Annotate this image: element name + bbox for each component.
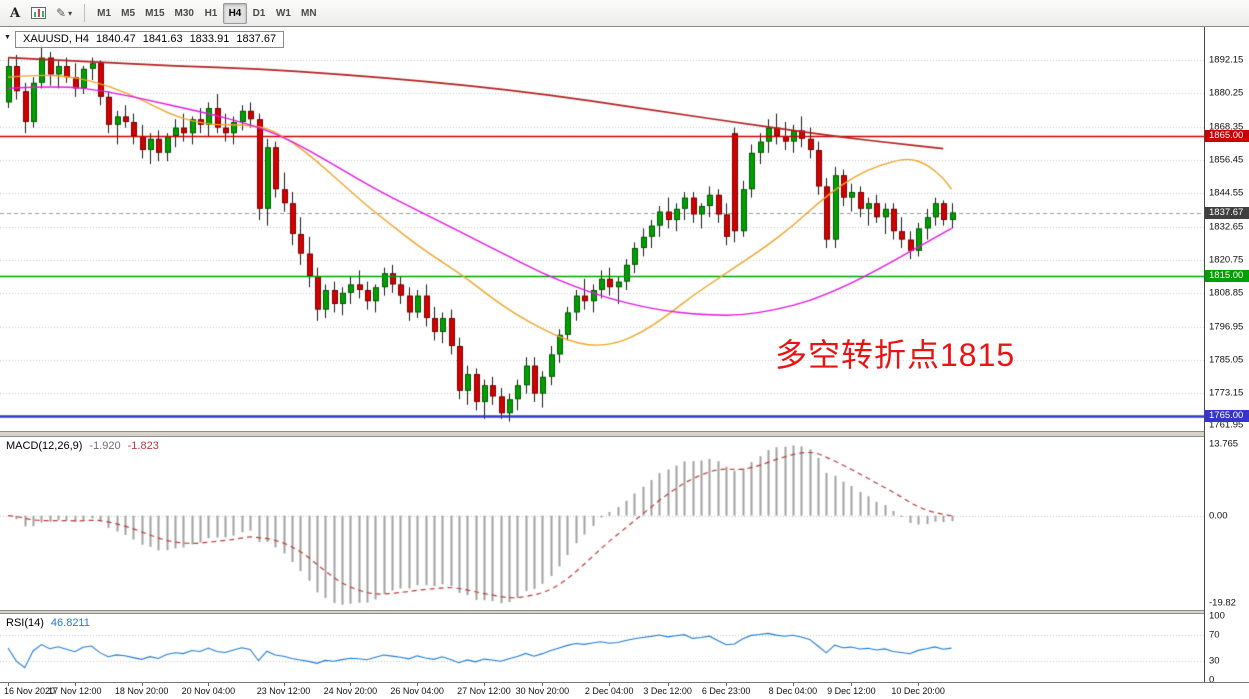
- timeframe-button-m1[interactable]: M1: [97, 7, 112, 19]
- close-value: 1837.67: [236, 33, 277, 45]
- time-tick-mark: [609, 683, 610, 686]
- time-axis-label: 20 Nov 04:00: [181, 686, 236, 696]
- pencil-icon: ✎: [56, 6, 67, 20]
- macd-panel: MACD(12,26,9) -1.920 -1.823: [0, 437, 1204, 610]
- price-axis-label: 1808.85: [1209, 287, 1244, 299]
- timeframe-button-d1[interactable]: D1: [252, 7, 266, 19]
- timeframe-button-h4[interactable]: H4: [222, 2, 247, 24]
- timeframe-button-mn[interactable]: MN: [300, 7, 317, 19]
- time-tick-mark: [668, 683, 669, 686]
- collapse-panel-icon[interactable]: ▼: [4, 34, 11, 41]
- time-axis-label: 17 Nov 12:00: [48, 686, 102, 696]
- macd-canvas[interactable]: [0, 437, 1204, 610]
- time-axis-label: 8 Dec 04:00: [768, 686, 818, 696]
- panel-splitter-rsi[interactable]: [0, 610, 1249, 614]
- time-axis-label: 3 Dec 12:00: [643, 686, 692, 696]
- chart-window-icon: [31, 7, 46, 19]
- price-badge-1865.00: 1865.00: [1205, 130, 1249, 143]
- time-tick-mark: [417, 683, 418, 686]
- rsi-axis-label: 30: [1209, 655, 1220, 667]
- price-axis-label: 1820.75: [1209, 254, 1244, 266]
- time-tick-mark: [350, 683, 351, 686]
- price-axis-label: 1796.95: [1209, 321, 1244, 333]
- top-toolbar: A ✎ ▾ M1 M5 M15 M30 H1 H4 D1 W1 MN: [0, 0, 1249, 27]
- time-axis-label: 26 Nov 04:00: [390, 686, 444, 696]
- timeframe-button-m5[interactable]: M5: [121, 7, 136, 19]
- rsi-panel: RSI(14) 46.8211: [0, 614, 1204, 682]
- time-axis[interactable]: 16 Nov 2020 17 Nov 12:00 18 Nov 20:00 20 No…: [0, 682, 1249, 699]
- price-axis-label: 1856.45: [1209, 154, 1244, 166]
- toolbar-separator: [84, 4, 86, 22]
- current-price-badge: 1837.67: [1205, 206, 1249, 219]
- timeframe-button-h1[interactable]: H1: [204, 7, 218, 19]
- price-axis-label: 1773.15: [1209, 387, 1244, 399]
- ohlc-info-box: XAUUSD, H4 1840.47 1841.63 1833.91 1837.…: [15, 31, 285, 48]
- time-tick-mark: [8, 683, 9, 686]
- macd-main-value: -1.920: [89, 440, 121, 452]
- time-tick-mark: [851, 683, 852, 686]
- macd-signal-value: -1.823: [127, 440, 159, 452]
- dropdown-caret-icon: ▾: [68, 8, 73, 18]
- rsi-label-row: RSI(14) 46.8211: [6, 617, 90, 629]
- macd-title: MACD(12,26,9): [6, 440, 83, 452]
- time-tick-mark: [542, 683, 543, 686]
- time-axis-label: 9 Dec 12:00: [827, 686, 876, 696]
- macd-label-row: MACD(12,26,9) -1.920 -1.823: [6, 440, 159, 452]
- draw-tools-dropdown[interactable]: ✎ ▾: [51, 3, 77, 24]
- rsi-canvas[interactable]: [0, 614, 1204, 682]
- price-axis-label: 1785.05: [1209, 354, 1244, 366]
- time-tick-mark: [142, 683, 143, 686]
- macd-axis-zero: 0.00: [1209, 510, 1228, 522]
- rsi-axis-label: 70: [1209, 629, 1220, 641]
- rsi-title: RSI(14): [6, 617, 44, 629]
- macd-axis-min: -19.82: [1209, 597, 1236, 609]
- high-value: 1841.63: [142, 33, 183, 45]
- time-axis-label: 2 Dec 04:00: [584, 686, 634, 696]
- main-chart-canvas[interactable]: [0, 27, 1204, 431]
- time-axis-label: 24 Nov 20:00: [323, 686, 378, 696]
- price-axis-label: 1832.65: [1209, 221, 1244, 233]
- timeframe-button-m30[interactable]: M30: [174, 7, 194, 19]
- price-axis-label: 1880.25: [1209, 87, 1244, 99]
- price-axis-label: 1868.35: [1209, 121, 1244, 133]
- time-axis-label: 6 Dec 23:00: [701, 686, 751, 696]
- symbol-timeframe-label: XAUUSD, H4: [23, 33, 90, 45]
- price-axis-label: 1844.55: [1209, 187, 1244, 199]
- time-tick-mark: [208, 683, 209, 686]
- main-chart-panel: ▼ XAUUSD, H4 1840.47 1841.63 1833.91 183…: [0, 27, 1204, 431]
- panel-splitter-macd[interactable]: [0, 431, 1249, 437]
- letter-a-icon: A: [9, 5, 21, 21]
- time-tick-mark: [918, 683, 919, 686]
- text-tool-button[interactable]: A: [4, 3, 26, 24]
- rsi-axis-label: 100: [1209, 610, 1225, 622]
- time-tick-mark: [793, 683, 794, 686]
- time-axis-label: 30 Nov 20:00: [515, 686, 570, 696]
- low-value: 1833.91: [189, 33, 230, 45]
- time-tick-mark: [726, 683, 727, 686]
- time-axis-label: 23 Nov 12:00: [256, 686, 311, 696]
- price-axis-label: 1892.15: [1209, 54, 1244, 66]
- timeframe-button-w1[interactable]: W1: [275, 7, 291, 19]
- time-tick-mark: [484, 683, 485, 686]
- price-axis[interactable]: 1892.15 1880.25 1868.35 1856.45 1844.55 1832.…: [1204, 27, 1249, 686]
- price-badge-1765.00: 1765.00: [1205, 410, 1249, 423]
- rsi-axis-label: 0: [1209, 674, 1215, 686]
- chart-annotation-text[interactable]: 多空转折点1815: [775, 337, 1016, 373]
- time-axis-label: 18 Nov 20:00: [114, 686, 169, 696]
- rsi-value: 46.8211: [50, 617, 90, 629]
- time-tick-mark: [284, 683, 285, 686]
- time-tick-mark: [75, 683, 76, 686]
- price-badge-1815.00: 1815.00: [1205, 270, 1249, 283]
- timeframe-button-m15[interactable]: M15: [145, 7, 165, 19]
- macd-axis-max: 13.765: [1209, 438, 1239, 450]
- time-axis-label: 10 Dec 20:00: [891, 686, 945, 696]
- chart-window-button[interactable]: [26, 3, 51, 24]
- open-value: 1840.47: [96, 33, 136, 45]
- price-axis-edge-label: 1761.95: [1209, 419, 1244, 430]
- time-axis-label: 16 Nov 2020: [4, 686, 56, 696]
- time-axis-label: 27 Nov 12:00: [457, 686, 511, 696]
